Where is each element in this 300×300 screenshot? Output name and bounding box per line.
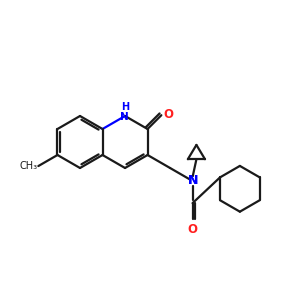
Text: N: N	[120, 112, 128, 122]
Text: H: H	[121, 102, 129, 112]
Text: N: N	[188, 175, 198, 188]
Text: O: O	[188, 223, 198, 236]
Text: O: O	[163, 108, 173, 121]
Text: N: N	[188, 175, 198, 188]
FancyBboxPatch shape	[189, 177, 196, 185]
Text: CH₃: CH₃	[19, 161, 37, 171]
